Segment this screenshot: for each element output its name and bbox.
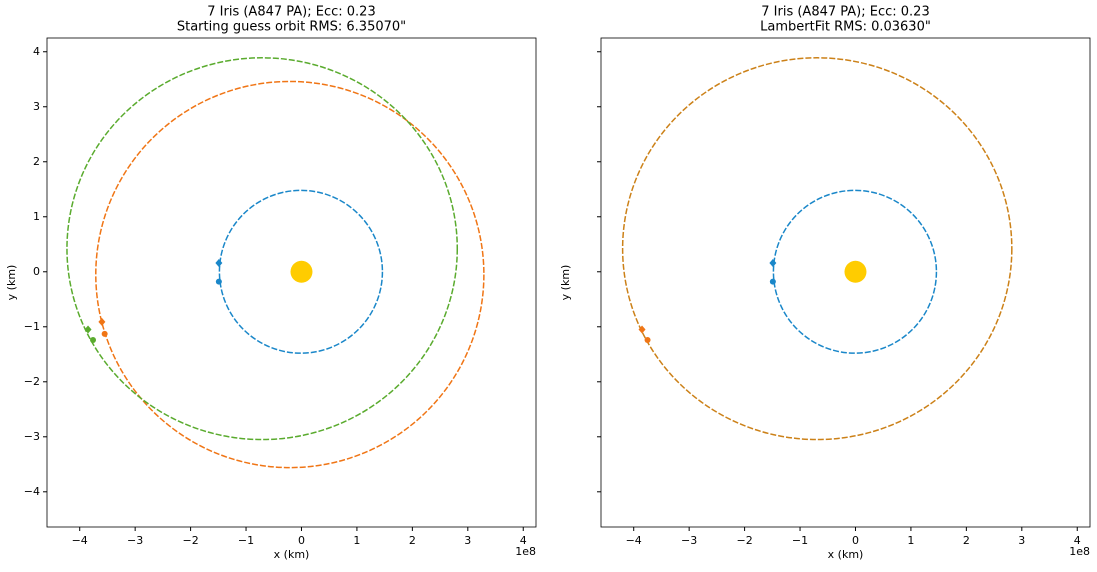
orbit	[772, 189, 938, 354]
x-tick-label: −3	[681, 534, 697, 547]
position-marker	[215, 278, 222, 285]
chart-title: 7 Iris (A847 PA); Ecc: 0.23	[207, 5, 375, 20]
x-tick-label: 3	[1018, 534, 1025, 547]
position-marker	[101, 330, 108, 337]
orbit	[66, 57, 459, 441]
orbit	[218, 189, 384, 354]
position-marker	[638, 325, 646, 334]
y-tick-label: −1	[24, 320, 40, 333]
x-tick-label: 4	[520, 534, 527, 547]
x-tick-label: −1	[238, 534, 254, 547]
x-tick-label: 3	[464, 534, 471, 547]
position-marker	[98, 317, 106, 326]
x-tick-label: 1	[907, 534, 914, 547]
x-offset-text: 1e8	[515, 545, 536, 558]
position-marker	[769, 258, 777, 267]
orbit	[621, 57, 1013, 441]
x-tick-label: −4	[72, 534, 88, 547]
y-tick-label: 2	[33, 155, 40, 168]
x-tick-label: 4	[1074, 534, 1081, 547]
x-tick-label: 2	[963, 534, 970, 547]
y-tick-label: 1	[33, 210, 40, 223]
axes-frame	[600, 37, 1091, 528]
x-tick-label: −4	[626, 534, 642, 547]
chart-subtitle: Starting guess orbit RMS: 6.35070"	[177, 20, 406, 35]
y-tick-label: −3	[24, 430, 40, 443]
x-tick-label: −2	[182, 534, 198, 547]
y-tick-label: 4	[33, 45, 40, 58]
x-tick-label: 0	[298, 534, 305, 547]
chart-title: 7 Iris (A847 PA); Ecc: 0.23	[761, 5, 929, 20]
x-tick-label: −2	[736, 534, 752, 547]
position-marker	[90, 336, 97, 343]
position-marker	[215, 258, 223, 267]
y-axis-label: y (km)	[559, 265, 572, 301]
y-tick-label: 0	[33, 265, 40, 278]
sun	[290, 260, 313, 283]
y-axis-label: y (km)	[5, 265, 18, 301]
y-tick-label: 3	[33, 100, 40, 113]
x-tick-label: 2	[409, 534, 416, 547]
y-tick-label: −2	[24, 375, 40, 388]
x-tick-label: −3	[127, 534, 143, 547]
x-tick-label: 1	[353, 534, 360, 547]
position-marker	[84, 325, 92, 334]
x-axis-label: x (km)	[274, 548, 310, 561]
x-offset-text: 1e8	[1069, 545, 1090, 558]
x-tick-label: −1	[792, 534, 808, 547]
x-tick-label: 0	[852, 534, 859, 547]
y-tick-label: −4	[24, 485, 40, 498]
position-marker	[644, 336, 651, 343]
axes-frame	[46, 37, 537, 528]
chart-subtitle: LambertFit RMS: 0.03630"	[760, 20, 931, 35]
sun	[844, 260, 867, 283]
orbit	[95, 80, 485, 469]
position-marker	[769, 278, 776, 285]
x-axis-label: x (km)	[828, 548, 864, 561]
